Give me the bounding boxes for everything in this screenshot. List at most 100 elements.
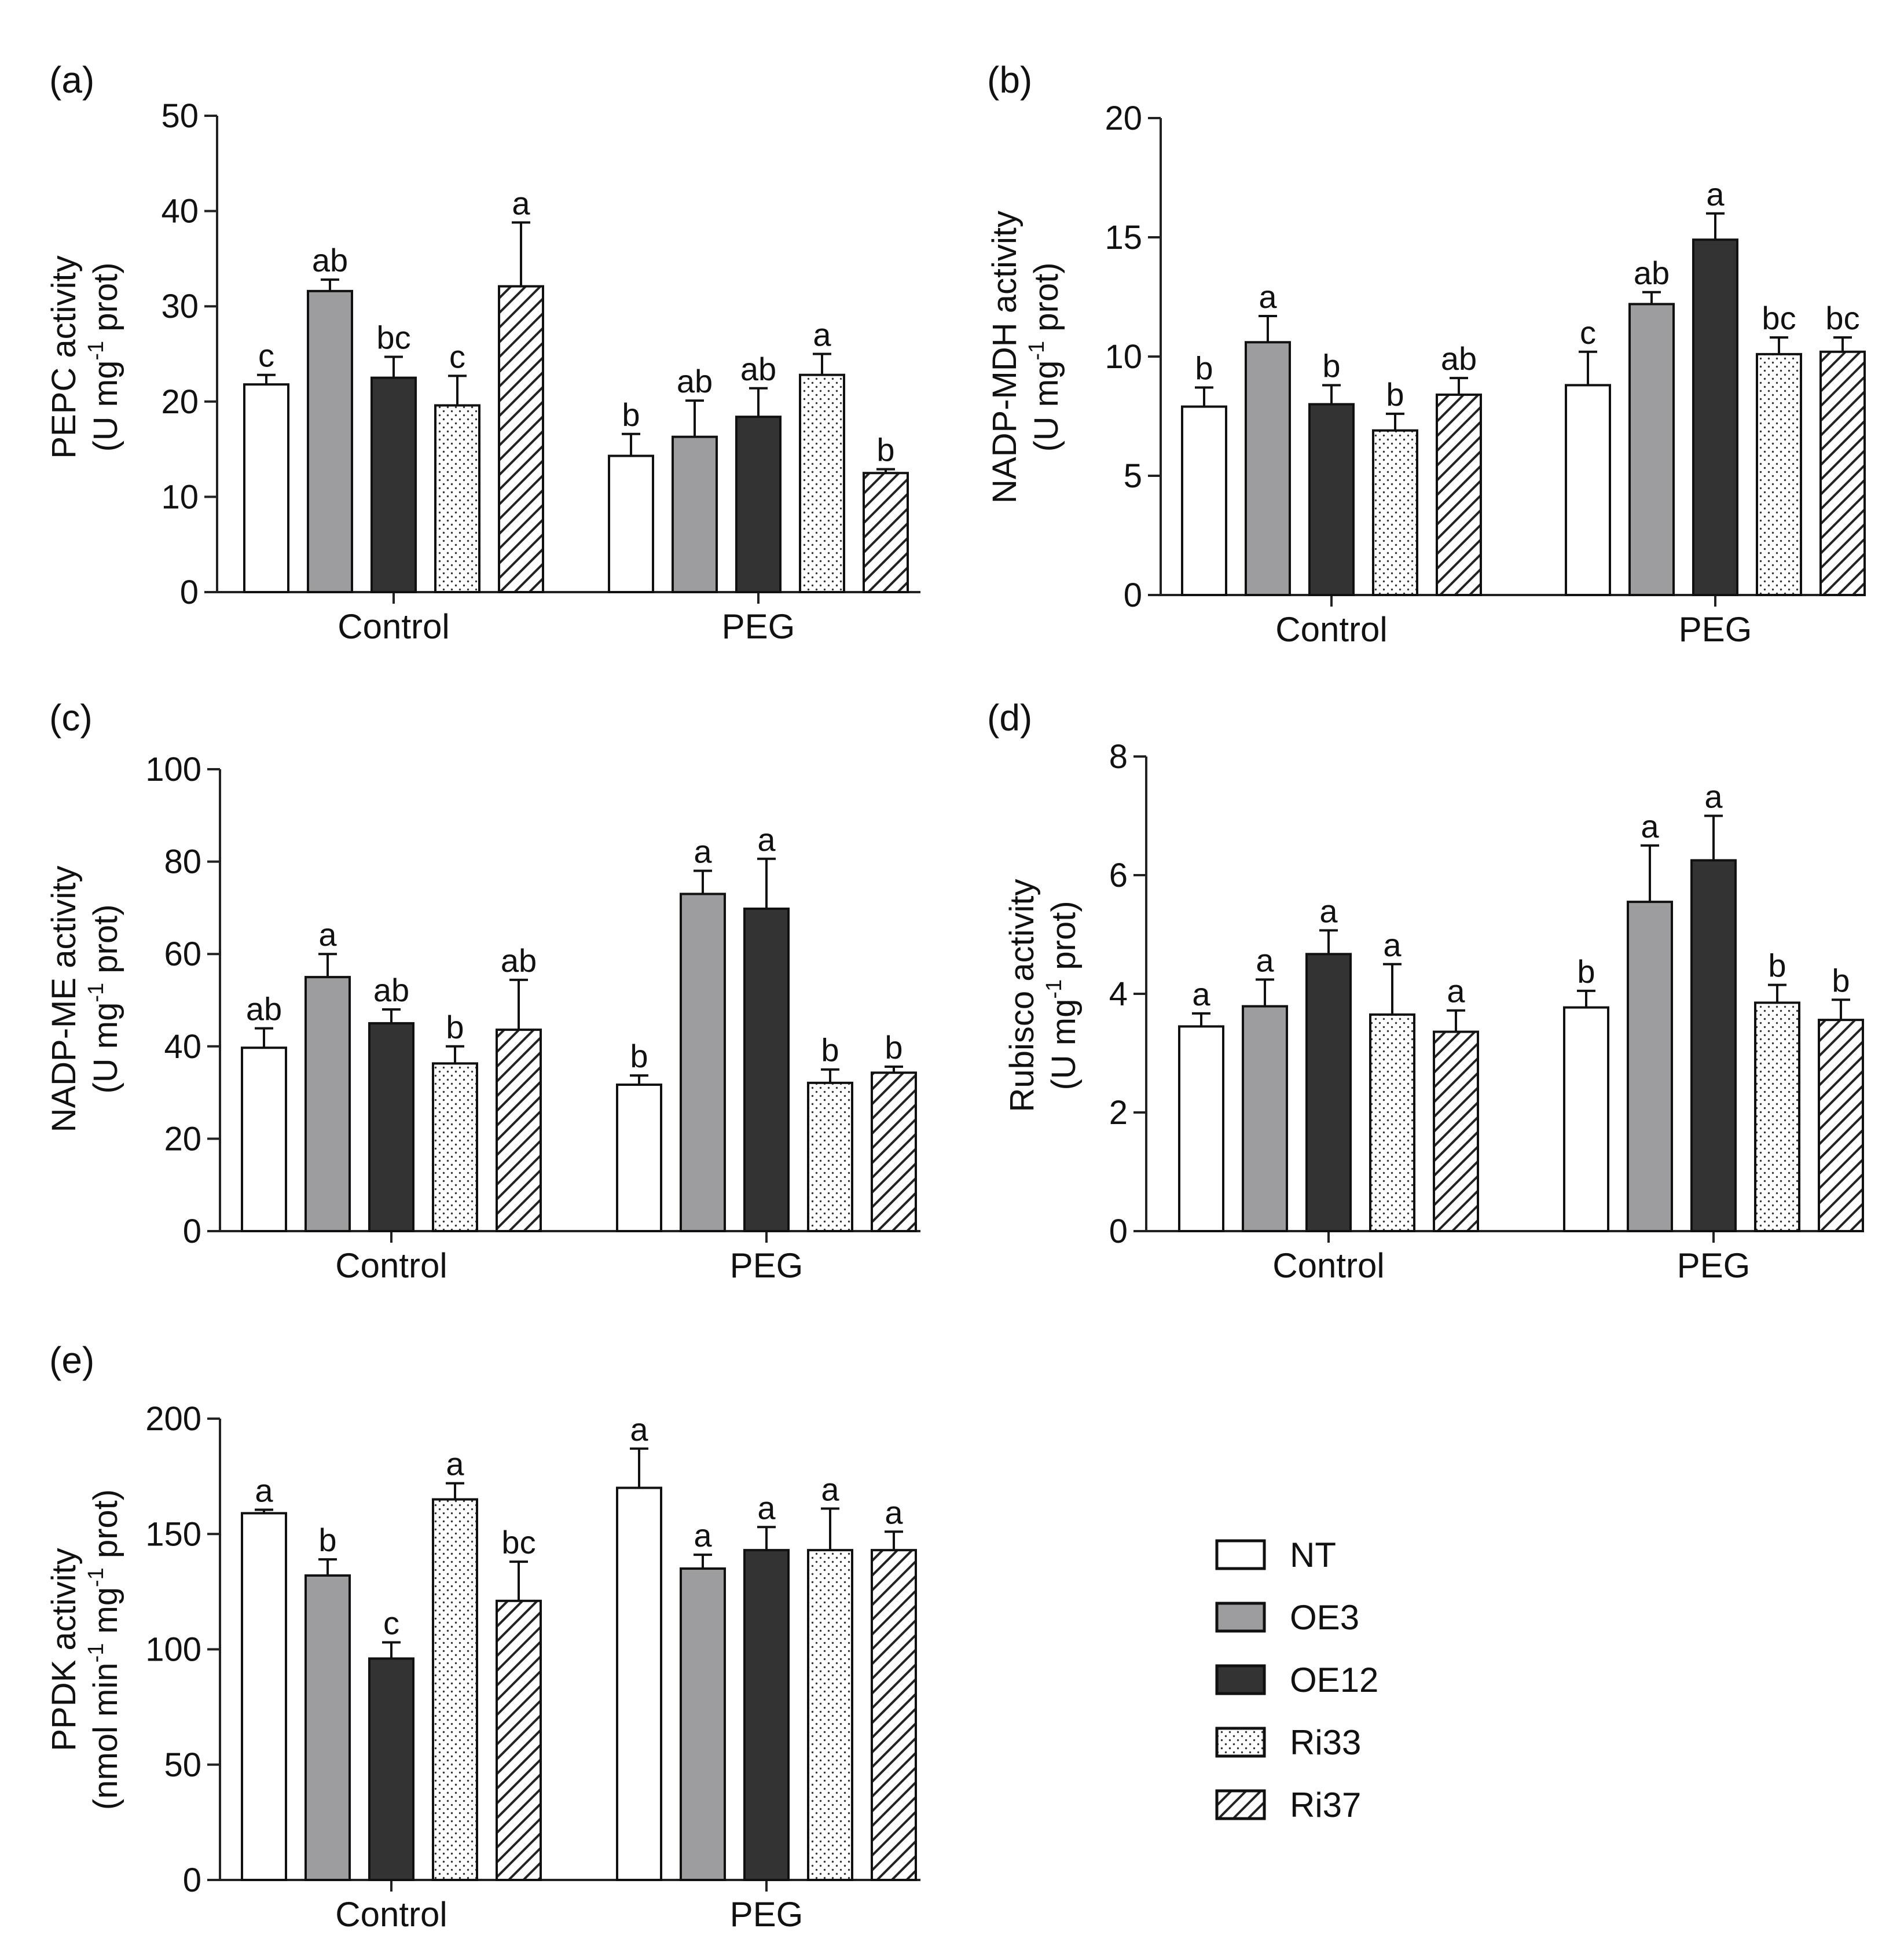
significance-letter-ri33-control: c <box>449 338 465 374</box>
significance-letter-nt-peg: b <box>630 1038 648 1074</box>
significance-letter-ri33-control: a <box>1383 927 1402 963</box>
y-tick-label: 0 <box>180 574 199 611</box>
plot-area: 0 2 4 6 8 Control PEG a b a a a a a b a b <box>1109 738 1864 1285</box>
y-axis-title: NADP-MDH activity <box>986 211 1023 504</box>
bar-oe12-peg <box>743 1549 790 1881</box>
legend-swatch-ri33 <box>1215 1727 1266 1758</box>
bar-ri37-peg <box>871 1071 917 1232</box>
y-tick-label: 150 <box>145 1515 201 1553</box>
panel-d: (d) Rubisco activity (U mg-1 prot) 0 2 4 6 8… <box>987 697 1864 1285</box>
y-tick-label: 6 <box>1109 857 1128 894</box>
bar-nt-peg <box>1565 384 1611 596</box>
bar-ri33-peg <box>1756 352 1802 596</box>
x-tick-label-control: Control <box>337 607 449 646</box>
bar-oe3-peg <box>1628 303 1675 596</box>
y-tick-label: 8 <box>1109 738 1128 776</box>
bar-oe3-peg <box>672 435 718 594</box>
significance-letter-nt-control: b <box>1195 350 1213 387</box>
y-axis-unit: (U mg-1 prot) <box>1025 262 1065 451</box>
legend-swatch-oe3 <box>1215 1602 1266 1633</box>
panel-c: (c) NADP-ME activity (U mg-1 prot) 0 20 40… <box>45 697 920 1285</box>
significance-letter-oe12-control: c <box>383 1605 399 1641</box>
bar-oe12-control <box>1305 953 1352 1232</box>
significance-letter-oe12-peg: a <box>1706 176 1725 212</box>
bar-ri37-control <box>498 285 544 594</box>
bar-oe3-control <box>305 976 351 1232</box>
y-axis-label: PEPC activity (U mg-1 prot) <box>45 255 124 458</box>
panel-label: (d) <box>987 697 1032 739</box>
significance-letter-oe3-peg: ab <box>677 363 713 399</box>
significance-letter-oe12-peg: a <box>757 821 776 858</box>
significance-letter-nt-control: a <box>255 1472 273 1508</box>
legend-item-oe3: OE3 <box>1215 1598 1359 1637</box>
legend-label-nt: NT <box>1290 1536 1336 1574</box>
y-axis-unit: (U mg-1 prot) <box>84 904 124 1093</box>
significance-letter-nt-peg: c <box>1580 314 1596 351</box>
legend-item-ri33: Ri33 <box>1215 1723 1361 1762</box>
bar-ri37-control <box>496 1029 542 1233</box>
legend-swatch-ri37 <box>1215 1789 1266 1820</box>
y-tick-label: 0 <box>183 1861 201 1899</box>
significance-letter-ri33-peg: b <box>821 1032 839 1068</box>
x-tick-label-control: Control <box>1275 610 1387 649</box>
bar-ri33-control <box>1369 1013 1415 1232</box>
x-tick-label-peg: PEG <box>730 1246 804 1285</box>
bar-oe12-control <box>1308 403 1355 597</box>
y-axis-label: Rubisco activity (U mg-1 prot) <box>1003 879 1083 1112</box>
significance-letter-nt-control: c <box>258 337 274 374</box>
y-axis-unit: (U mg-1 prot) <box>1042 901 1083 1090</box>
y-axis-title: NADP-ME activity <box>45 866 83 1133</box>
y-tick-label: 50 <box>164 1746 201 1784</box>
bar-ri37-peg <box>863 472 909 593</box>
significance-letter-ri37-peg: b <box>885 1029 903 1066</box>
significance-letter-ri33-peg: bc <box>1762 300 1796 336</box>
y-tick-label: 200 <box>145 1400 201 1438</box>
significance-letter-nt-control: ab <box>246 991 282 1027</box>
bar-nt-peg <box>616 1486 662 1882</box>
bar-nt-peg <box>608 454 654 594</box>
bar-oe12-peg <box>735 416 782 593</box>
y-tick-label: 0 <box>1109 1213 1128 1250</box>
bar-oe3-peg <box>1627 901 1673 1232</box>
bar-ri33-peg <box>807 1549 853 1881</box>
legend-item-nt: NT <box>1215 1536 1336 1574</box>
y-tick-label: 100 <box>145 751 201 788</box>
y-tick-label: 20 <box>164 1120 201 1158</box>
x-tick-label-control: Control <box>335 1246 447 1285</box>
bar-oe3-control <box>305 1574 351 1881</box>
significance-letter-ri37-peg: a <box>885 1494 903 1530</box>
x-tick-label-control: Control <box>1272 1246 1384 1285</box>
panel-label: (b) <box>987 59 1032 101</box>
y-tick-label: 60 <box>164 935 201 973</box>
significance-letter-oe3-control: ab <box>312 242 348 278</box>
significance-letter-oe3-peg: a <box>694 1517 712 1554</box>
bar-nt-control <box>241 1046 287 1232</box>
significance-letter-ri33-peg: a <box>821 1471 839 1507</box>
significance-letter-nt-peg: b <box>622 396 640 433</box>
bar-nt-peg <box>1563 1006 1609 1232</box>
bar-ri33-control <box>432 1062 478 1233</box>
bar-oe12-control <box>368 1022 414 1233</box>
legend-label-oe12: OE12 <box>1290 1661 1378 1699</box>
panel-e: (e) PPDK activity (nmol min-1 mg-1 prot)… <box>45 1339 920 1934</box>
bar-nt-control <box>1178 1025 1224 1232</box>
y-tick-label: 20 <box>1105 100 1142 137</box>
bar-oe3-control <box>307 289 353 593</box>
y-axis-unit: (nmol min-1 mg-1 prot) <box>84 1489 124 1810</box>
plot-area: 0 50 100 150 200 Control PEG a a b a c a a a bc a <box>145 1400 920 1934</box>
bar-oe3-control <box>1242 1005 1288 1233</box>
bar-oe3-control <box>1245 341 1291 597</box>
y-tick-label: 40 <box>161 193 199 230</box>
y-tick-label: 50 <box>161 97 199 135</box>
significance-letter-ri37-peg: b <box>1832 962 1850 998</box>
significance-letter-ri33-control: a <box>446 1446 464 1482</box>
bar-nt-control <box>241 1512 287 1881</box>
legend-item-oe12: OE12 <box>1215 1661 1378 1699</box>
bar-oe12-control <box>370 376 417 594</box>
legend-swatch-nt <box>1215 1539 1266 1570</box>
significance-letter-nt-peg: b <box>1577 953 1595 990</box>
bar-ri33-control <box>432 1498 478 1882</box>
significance-letter-oe12-control: a <box>1319 893 1338 929</box>
